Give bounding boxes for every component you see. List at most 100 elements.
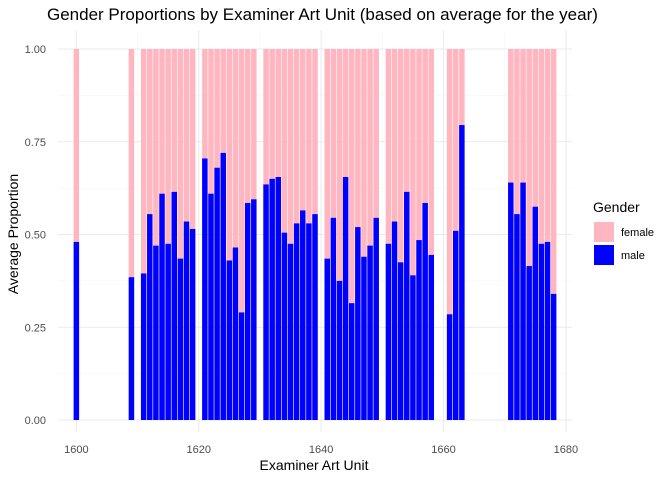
- bar-female-1663: [459, 49, 465, 126]
- bar-male-1655: [410, 275, 416, 420]
- bar-male-1657: [422, 202, 428, 420]
- x-axis-title: Examiner Art Unit: [260, 457, 369, 473]
- bar-male-1637: [300, 210, 306, 420]
- bar-female-1656: [416, 49, 422, 241]
- bar-female-1655: [410, 49, 416, 276]
- bar-male-1643: [336, 280, 343, 420]
- bar-male-1663: [459, 125, 465, 421]
- bar-female-1631: [263, 49, 269, 185]
- bar-female-1673: [520, 49, 526, 183]
- bar-female-1652: [391, 49, 398, 222]
- bar-male-1676: [538, 243, 545, 420]
- bar-female-1634: [281, 49, 288, 233]
- bar-male-1626: [232, 247, 239, 420]
- bar-male-1621: [202, 158, 208, 420]
- y-axis-ticks: 0.00 0.25 0.50 0.75 1.00: [25, 44, 46, 427]
- bar-male-1656: [416, 240, 422, 420]
- bar-male-1675: [532, 206, 539, 420]
- x-axis-ticks: 1600 1620 1640 1660 1680: [64, 444, 578, 456]
- bar-female-1638: [306, 49, 312, 224]
- y-tick-label: 1.00: [25, 44, 46, 56]
- bar-male-1649: [373, 217, 379, 420]
- bar-male-1639: [312, 214, 318, 420]
- bar-female-1651: [385, 49, 392, 244]
- bar-female-1622: [208, 49, 214, 194]
- bar-male-1622: [208, 193, 214, 420]
- bar-female-1635: [287, 49, 294, 244]
- bar-female-1616: [171, 49, 178, 192]
- bar-male-1646: [355, 227, 361, 420]
- bar-female-1611: [140, 49, 147, 274]
- bar-male-1612: [147, 214, 153, 420]
- bars-group: [73, 49, 557, 421]
- bar-male-1613: [153, 245, 159, 420]
- bar-male-1625: [226, 260, 233, 420]
- bar-male-1635: [287, 243, 294, 420]
- bar-female-1649: [373, 49, 379, 218]
- bar-male-1634: [281, 232, 288, 420]
- bar-male-1672: [514, 214, 520, 420]
- chart-title: Gender Proportions by Examiner Art Unit …: [47, 5, 598, 24]
- bar-female-1675: [532, 49, 539, 207]
- y-axis-title: Average Proportion: [5, 174, 21, 294]
- bar-male-1631: [263, 184, 269, 420]
- legend: Gender female male: [593, 199, 654, 265]
- bar-male-1636: [293, 223, 300, 420]
- bar-male-1615: [165, 243, 171, 420]
- bar-female-1644: [342, 49, 349, 177]
- bar-male-1641: [324, 258, 330, 420]
- y-tick-label: 0.00: [25, 415, 46, 427]
- bar-male-1651: [385, 243, 392, 420]
- bar-female-1653: [397, 49, 404, 263]
- bar-female-1658: [428, 49, 435, 255]
- bar-male-1658: [428, 254, 435, 420]
- bar-female-1676: [538, 49, 545, 244]
- bar-male-1648: [367, 245, 373, 420]
- bar-female-1645: [348, 49, 355, 304]
- bar-male-1661: [446, 314, 453, 420]
- bar-male-1624: [220, 152, 226, 420]
- bar-female-1646: [355, 49, 361, 228]
- bar-female-1642: [330, 49, 337, 218]
- bar-female-1609: [128, 49, 135, 278]
- bar-male-1618: [183, 221, 190, 420]
- x-tick-label: 1660: [431, 444, 455, 456]
- bar-male-1642: [330, 217, 337, 420]
- bar-male-1609: [128, 277, 135, 420]
- bar-male-1644: [342, 176, 349, 420]
- bar-female-1633: [275, 49, 282, 177]
- bar-female-1662: [452, 49, 459, 231]
- bar-female-1625: [226, 49, 233, 261]
- bar-male-1616: [171, 191, 178, 420]
- bar-male-1623: [214, 167, 220, 420]
- y-tick-label: 0.75: [25, 137, 46, 149]
- bar-female-1639: [312, 49, 318, 215]
- bar-male-1653: [397, 262, 404, 420]
- legend-label-female: female: [621, 227, 654, 239]
- bar-female-1627: [238, 49, 245, 313]
- legend-title: Gender: [593, 199, 640, 215]
- bar-male-1600: [73, 241, 80, 420]
- legend-swatch-female: [594, 222, 614, 242]
- bar-female-1632: [269, 49, 275, 179]
- bar-female-1619: [189, 49, 196, 229]
- bar-female-1623: [214, 49, 220, 168]
- bar-male-1614: [159, 193, 165, 420]
- bar-female-1648: [367, 49, 373, 246]
- bar-female-1621: [202, 49, 208, 159]
- bar-male-1645: [348, 303, 355, 420]
- bar-female-1628: [244, 49, 251, 203]
- bar-female-1671: [508, 49, 514, 183]
- bar-male-1629: [251, 199, 257, 420]
- bar-male-1611: [140, 273, 147, 420]
- bar-male-1627: [238, 312, 245, 420]
- x-tick-label: 1640: [309, 444, 333, 456]
- bar-male-1652: [391, 221, 398, 420]
- bar-female-1643: [336, 49, 343, 281]
- bar-female-1618: [183, 49, 190, 222]
- y-tick-label: 0.50: [25, 230, 46, 242]
- bar-female-1657: [422, 49, 428, 203]
- bar-male-1633: [275, 176, 282, 420]
- bar-male-1617: [177, 258, 184, 420]
